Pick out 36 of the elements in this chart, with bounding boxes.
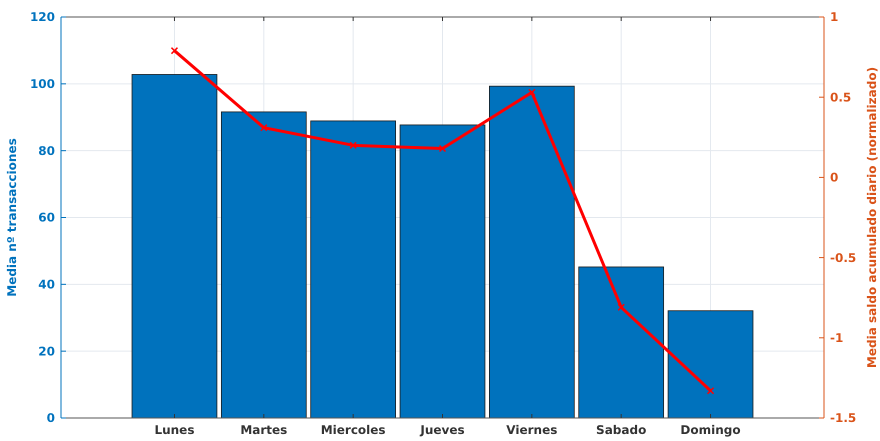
y2-tick-label: 0.5 [830,90,852,104]
y2-tick-label: -1 [830,331,844,345]
point [260,124,268,132]
bar [310,120,396,418]
y2-axis-title: Media saldo acumulado diario (normalizado) [865,66,880,368]
y-tick-label: 0 [46,411,55,426]
point [706,386,714,394]
point [617,304,625,312]
y2-tick-label: -0.5 [830,250,856,265]
y-tick-label: 20 [38,344,55,358]
x-tick-label: Jueves [419,423,465,437]
point [170,46,178,54]
x-tick-label: Martes [240,423,288,437]
point [438,144,446,152]
y-tick-label: 60 [38,210,55,225]
y-axis-title: Media nº transacciones [5,138,19,297]
bar [132,74,218,418]
bar [668,310,754,418]
x-tick-label: Sabado [596,423,646,437]
y2-tick-label: 0 [830,170,838,185]
bar [578,266,664,418]
y-tick-label: 120 [30,10,55,24]
x-tick-label: Lunes [154,423,194,437]
y2-tick-label: -1.5 [830,411,856,426]
x-tick-label: Miercoles [320,423,386,437]
point [349,142,357,150]
y-tick-label: 40 [38,278,55,292]
y-tick-label: 80 [38,144,55,158]
x-tick-label: Domingo [680,423,741,437]
bar [220,112,307,418]
point [528,88,536,96]
x-tick-label: Viernes [506,423,558,437]
y-tick-label: 100 [30,77,55,92]
bar [400,124,486,418]
y2-tick-label: 1 [830,10,838,24]
bar [489,86,575,418]
